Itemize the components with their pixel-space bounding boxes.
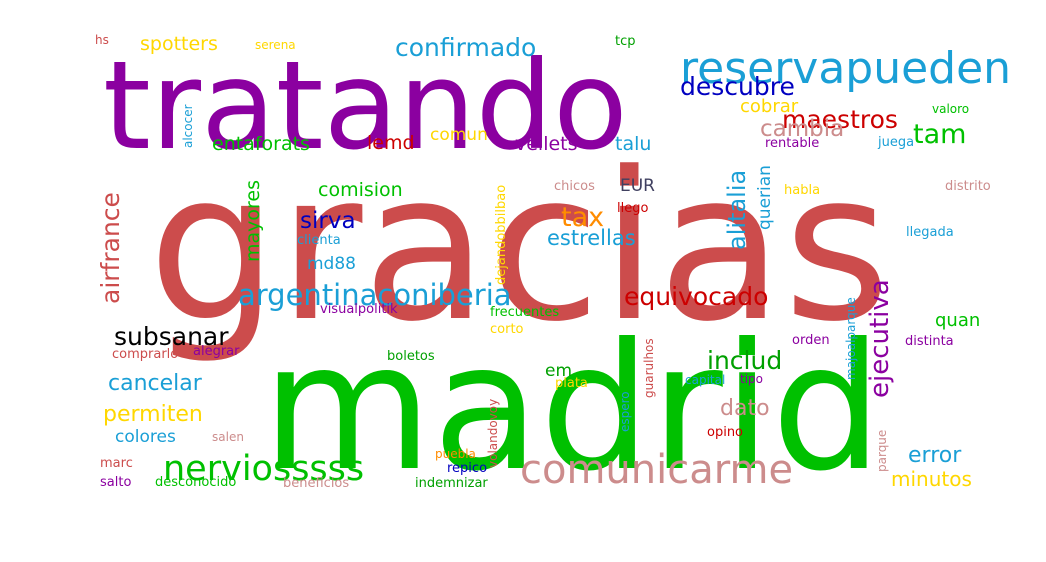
word-reservapueden: reservapueden xyxy=(680,43,1011,94)
word-opino: opino xyxy=(707,425,743,440)
word-cambia: cambia xyxy=(760,116,844,142)
word-chicos: chicos xyxy=(554,179,595,194)
word-alegrar: alegrar xyxy=(193,344,240,359)
word-gracias: gracias xyxy=(148,129,890,367)
word-error: error xyxy=(908,443,962,468)
word-frecuentes: frecuentes xyxy=(490,305,559,320)
word-corto: corto xyxy=(490,322,524,337)
word-indemnizar: indemnizar xyxy=(415,476,488,491)
word-serena: serena xyxy=(255,38,296,52)
word-permiten: permiten xyxy=(103,402,203,427)
word-dato: dato xyxy=(720,396,770,421)
word-boletos: boletos xyxy=(387,349,435,364)
word-mayores: mayores xyxy=(242,180,264,262)
word-rentable: rentable xyxy=(765,136,819,151)
word-cancelar: cancelar xyxy=(108,371,203,396)
word-colores: colores xyxy=(115,427,176,447)
word-cobrar: cobrar xyxy=(740,96,799,117)
word-minutos: minutos xyxy=(891,467,972,491)
word-juega: juega xyxy=(877,135,914,150)
word-madrid: madrid xyxy=(262,307,882,510)
word-hs: hs xyxy=(95,33,109,47)
word-comision: comision xyxy=(318,179,403,201)
word-beneficios: beneficios xyxy=(283,476,349,491)
word-plata: plata xyxy=(555,376,588,391)
word-estrellas: estrellas xyxy=(547,226,636,250)
word-guarulhos: guarulhos xyxy=(642,338,656,398)
word-desconocido: desconocido xyxy=(155,475,236,490)
word-llegada: llegada xyxy=(906,225,954,240)
word-vellets: vellets xyxy=(515,133,578,155)
word-nerviosssss: nerviosssss xyxy=(163,449,364,489)
word-quan: quan xyxy=(935,310,980,331)
word-valoro: valoro xyxy=(932,102,969,116)
word-distrito: distrito xyxy=(945,179,991,194)
word-descubre: descubre xyxy=(680,72,795,101)
word-clienta: clienta xyxy=(297,233,341,248)
word-visualpolitik: visualpolitik xyxy=(320,302,398,317)
word-comun: comun xyxy=(430,125,488,145)
word-tax: tax xyxy=(561,202,604,233)
word-majoalparque: majoalparque xyxy=(844,297,858,380)
word-alitalia: alitalia xyxy=(723,170,751,250)
word-capital: capital xyxy=(685,373,725,387)
word-entaforats: entaforats xyxy=(212,133,310,155)
word-distinta: distinta xyxy=(905,334,954,349)
word-repico: repico xyxy=(447,461,487,476)
word-airfrance: airfrance xyxy=(96,192,125,304)
word-talu: talu xyxy=(615,133,651,155)
word-md88: md88 xyxy=(307,254,356,274)
word-dejandobbilbao: dejandobbilbao xyxy=(494,185,509,285)
word-querian: querian xyxy=(755,165,775,230)
word-salen: salen xyxy=(212,430,244,444)
word-comprarlo: comprarlo xyxy=(112,347,178,362)
word-equivocado: equivocado xyxy=(624,282,768,311)
word-espero: espero xyxy=(618,391,632,432)
word-tratando: tratando xyxy=(103,35,628,177)
word-parque: parque xyxy=(875,430,889,472)
word-puebla: puebla xyxy=(435,447,476,461)
word-includ: includ xyxy=(707,346,782,375)
word-alcocer: alcocer xyxy=(181,104,195,148)
word-maestros: maestros xyxy=(782,105,898,134)
word-confirmado: confirmado xyxy=(395,33,536,62)
word-em: em xyxy=(545,361,572,381)
word-comunicarme: comunicarme xyxy=(520,447,793,493)
word-tipo: tipo xyxy=(740,372,763,386)
word-marc: marc xyxy=(100,456,133,471)
word-tcp: tcp xyxy=(615,34,636,49)
word-subsanar: subsanar xyxy=(114,322,229,351)
word-llego: llego xyxy=(617,201,648,216)
word-spotters: spotters xyxy=(140,33,218,55)
word-orden: orden xyxy=(792,333,830,348)
word-habla: habla xyxy=(784,183,820,198)
word-eur: EUR xyxy=(620,176,655,196)
word-argentinaconiberia: argentinaconiberia xyxy=(238,278,512,312)
word-tam: tam xyxy=(913,119,966,150)
word-ejecutiva: ejecutiva xyxy=(865,279,895,398)
word-sirva: sirva xyxy=(300,208,356,234)
word-volandovoy: volandovoy xyxy=(486,399,500,468)
word-salto: salto xyxy=(100,475,131,490)
word-lemd: lemd xyxy=(367,132,415,154)
